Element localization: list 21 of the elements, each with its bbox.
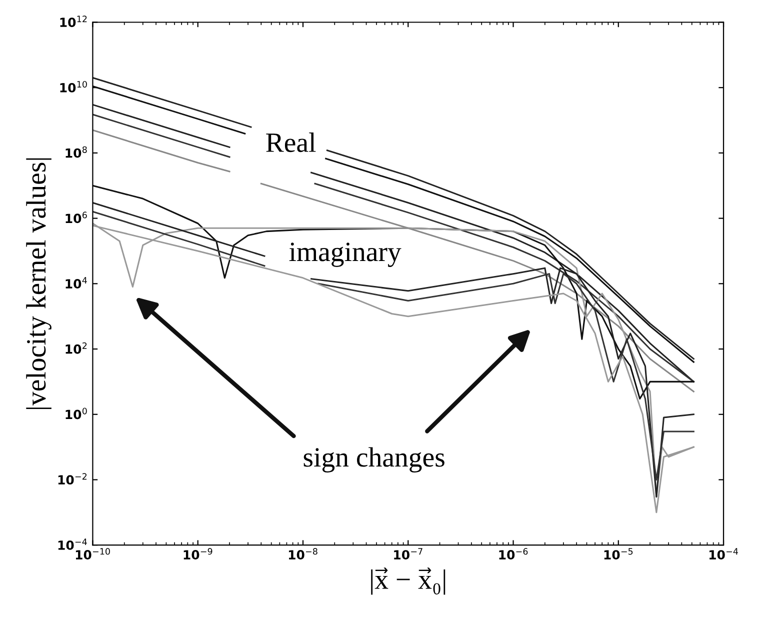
x-tick-label: 10$^{−6}$ — [499, 548, 528, 560]
y-tick-label: 10$^{−4}$ — [58, 538, 87, 550]
y-tick-label: 10$^{−2}$ — [58, 473, 87, 485]
y-axis-title: |velocity kernel values| — [26, 158, 52, 410]
y-tick-label: 10$^{2}$ — [66, 342, 87, 354]
annotation: imaginary — [289, 242, 402, 267]
x-axis-title: |x⃗ − x⃗₀| — [371, 568, 446, 595]
y-tick-label: 10$^{4}$ — [66, 277, 87, 289]
y-tick-label: 10$^{6}$ — [66, 212, 87, 224]
x-tick-label: 10$^{−4}$ — [709, 548, 738, 560]
y-tick-label: 10$^{8}$ — [66, 146, 87, 158]
x-tick-label: 10$^{−10}$ — [76, 548, 110, 560]
annotation: sign changes — [304, 447, 444, 472]
annotation: Real — [266, 132, 316, 152]
x-tick-label: 10$^{−5}$ — [604, 548, 633, 560]
y-tick-label: 10$^{12}$ — [60, 16, 87, 28]
x-tick-label: 10$^{−7}$ — [394, 548, 422, 560]
y-tick-label: 10$^{10}$ — [60, 80, 87, 92]
x-tick-label: 10$^{−9}$ — [184, 548, 212, 560]
x-tick-label: 10$^{−8}$ — [288, 548, 318, 560]
y-tick-label: 10$^{0}$ — [66, 408, 87, 420]
